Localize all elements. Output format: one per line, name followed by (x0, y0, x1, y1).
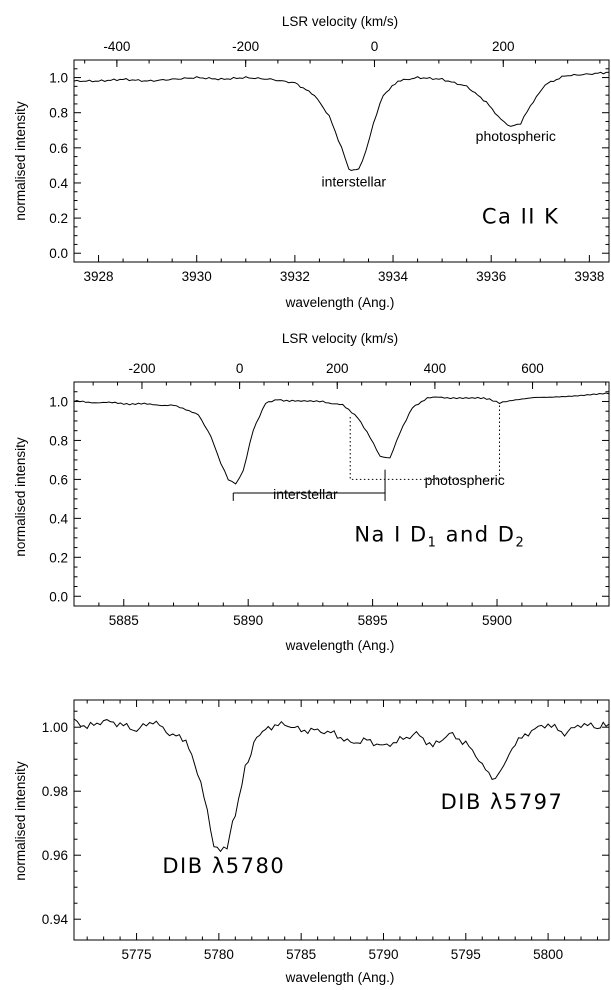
annotation-dib-5780: DIB λ5780 (162, 854, 285, 878)
tick-marks (73, 59, 609, 262)
y-tick-label: 1.0 (49, 71, 68, 86)
top-axis-title: LSR velocity (km/s) (282, 14, 398, 29)
annotation-ca-ii-k: Ca II K (482, 204, 560, 228)
panel-ca-ii-k: LSR velocity (km/s) wavelength (Ang.) no… (13, 14, 610, 310)
spectrum-line (73, 718, 610, 853)
interstellar-bracket (232, 469, 386, 501)
tick-marks (73, 381, 609, 606)
x2-tick-label: 200 (492, 39, 515, 54)
y-tick-label: 0.2 (49, 211, 68, 226)
y-tick-label: 1.0 (49, 394, 68, 409)
y-tick-label: 0.4 (49, 511, 68, 526)
x-tick-label: 5785 (286, 947, 316, 962)
x2-tick-label: -200 (128, 361, 155, 376)
plot-frame (73, 699, 610, 941)
annotation-interstellar: interstellar (321, 173, 386, 189)
annotation-interstellar: interstellar (273, 486, 338, 502)
y-tick-label: 0.98 (42, 784, 68, 799)
y-tick-label: 0.2 (49, 550, 68, 565)
y-tick-label: 0.8 (49, 433, 68, 448)
x-axis-title: wavelength (Ang.) (285, 638, 395, 653)
annotation-na-i-d1-d2: Na I D1 and D2 (354, 523, 525, 551)
spectrum-line (73, 392, 610, 485)
y-tick-label: 1.00 (42, 720, 68, 735)
y-tick-label: 0.96 (42, 848, 68, 863)
y-axis-title: normalised intensity (13, 437, 28, 557)
y-tick-label: 0.6 (49, 141, 68, 156)
x2-tick-label: 0 (371, 39, 379, 54)
tick-marks (74, 700, 609, 940)
top-axis-title: LSR velocity (km/s) (282, 331, 398, 346)
x-tick-label: 5780 (204, 947, 234, 962)
x-tick-label: 3932 (280, 269, 310, 284)
x-tick-label: 5900 (482, 613, 512, 628)
y-axis-title: normalised intensity (13, 761, 28, 881)
spectrum-line (73, 71, 610, 172)
x-tick-label: 5885 (109, 613, 139, 628)
annotation-dib-5797: DIB λ5797 (441, 790, 564, 814)
annotation-photospheric: photospheric (476, 128, 556, 144)
x-tick-label: 3930 (182, 269, 212, 284)
x2-tick-label: 200 (326, 361, 349, 376)
x-tick-label: 3938 (574, 269, 604, 284)
y-tick-label: 0.6 (49, 472, 68, 487)
annotation-photospheric: photospheric (425, 472, 505, 488)
x2-tick-label: 0 (236, 361, 244, 376)
x-axis-title: wavelength (Ang.) (285, 970, 395, 985)
plot-frame (73, 59, 610, 263)
x2-tick-label: -200 (232, 39, 259, 54)
x-tick-label: 5790 (368, 947, 398, 962)
x-tick-label: 5800 (533, 947, 563, 962)
x-tick-label: 3936 (476, 269, 506, 284)
y-tick-label: 0.8 (49, 106, 68, 121)
plot-frame (73, 381, 610, 607)
y-axis-title: normalised intensity (13, 101, 28, 221)
y-tick-label: 0.4 (49, 176, 68, 191)
x-tick-label: 5890 (233, 613, 263, 628)
x-tick-label: 5775 (122, 947, 152, 962)
y-tick-label: 0.94 (42, 912, 69, 927)
photospheric-bracket (349, 405, 501, 480)
x-tick-label: 3934 (378, 269, 409, 284)
panel-dib: wavelength (Ang.) normalised intensity D… (13, 699, 610, 985)
x-tick-label: 3928 (84, 269, 114, 284)
x-tick-label: 5895 (358, 613, 388, 628)
panel-na-i-d: LSR velocity (km/s) wavelength (Ang.) no… (13, 331, 610, 653)
x-tick-label: 5795 (451, 947, 481, 962)
x-axis-title: wavelength (Ang.) (285, 295, 395, 310)
y-tick-label: 0.0 (49, 589, 68, 604)
x2-tick-label: 400 (424, 361, 447, 376)
x2-tick-label: -400 (103, 39, 130, 54)
x2-tick-label: 600 (521, 361, 544, 376)
y-tick-label: 0.0 (49, 246, 68, 261)
